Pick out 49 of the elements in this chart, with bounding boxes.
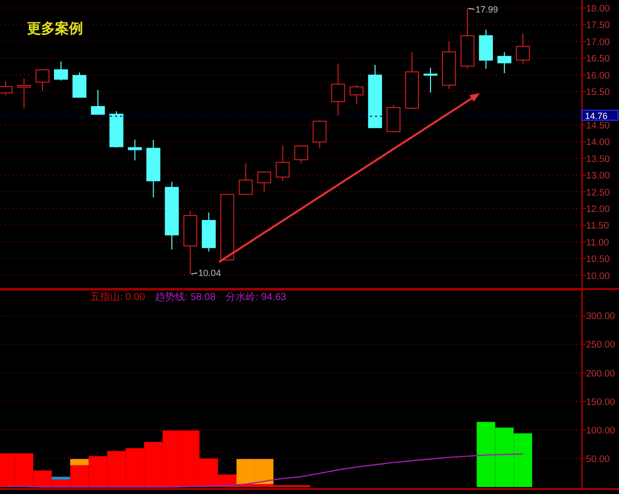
annotation: 更多案例 <box>27 20 83 36</box>
candlestick <box>350 84 364 105</box>
candlestick <box>331 63 346 116</box>
candlestick <box>257 172 272 192</box>
y-tick-label: 13.50 <box>586 154 610 165</box>
y-tick-label: 14.00 <box>586 137 610 148</box>
y-tick-label: 18.00 <box>586 4 610 14</box>
annotation: 10.04 <box>198 268 221 278</box>
annotation: 17.99 <box>475 4 498 14</box>
candlestick <box>238 162 253 195</box>
y-tick-label: 10.50 <box>586 254 610 266</box>
candlestick <box>497 52 512 74</box>
annotation: 趋势线: 58.08 <box>155 291 216 303</box>
candlestick <box>36 69 50 92</box>
candlestick <box>294 145 308 164</box>
y-tick-label: 10.00 <box>586 270 610 282</box>
y-tick-label: 16.50 <box>586 54 610 65</box>
annotation: 分水岭: 94.63 <box>226 291 287 303</box>
y-tick-label: 17.50 <box>586 20 610 32</box>
y-tick-label: 200.00 <box>586 368 616 380</box>
candlestick <box>424 67 438 94</box>
y-tick-label: 250.00 <box>586 340 616 351</box>
y-tick-label: 17.00 <box>586 36 610 48</box>
bar <box>70 459 89 466</box>
line-series <box>4 453 524 488</box>
y-tick-label: 16.00 <box>586 70 610 82</box>
annotation: 五指山: 0.00 <box>90 291 146 303</box>
y-tick-label: 13.00 <box>586 170 610 182</box>
y-tick-label: 100.00 <box>586 425 616 436</box>
y-tick-label: 11.50 <box>586 220 610 232</box>
candlestick <box>90 89 105 115</box>
y-tick-label: 11.00 <box>586 237 610 248</box>
candlestick <box>312 120 327 149</box>
y-tick-label: 12.00 <box>586 204 610 215</box>
candlestick <box>128 139 142 161</box>
candlestick <box>516 32 530 64</box>
y-tick-label: 15.50 <box>586 87 610 98</box>
candlestick <box>54 60 68 82</box>
bar <box>52 476 70 480</box>
y-tick-label: 50.00 <box>586 454 610 465</box>
y-tick-label: 150.00 <box>586 396 616 408</box>
candlestick <box>72 72 86 98</box>
y-tick-label: 14.50 <box>586 120 610 132</box>
y-tick-label: 300.00 <box>586 311 616 322</box>
y-tick-label: 12.50 <box>586 187 610 198</box>
ref-line-label: 14.76 <box>585 110 608 121</box>
candlestick <box>17 78 31 110</box>
candlestick <box>0 80 13 96</box>
candlestick <box>276 145 290 182</box>
